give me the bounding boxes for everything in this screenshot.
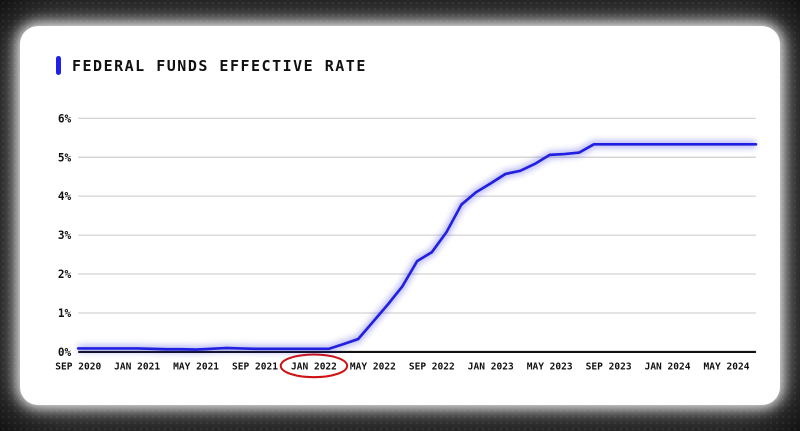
rate-line-glow bbox=[78, 140, 756, 354]
y-tick-label: 2% bbox=[58, 268, 72, 281]
x-tick-label: JAN 2021 bbox=[114, 361, 160, 372]
line-chart-svg: 0% 1% 2% 3% 4% 5% 6% SEP 2020 JAN 2021 MAY 2021 SE… bbox=[55, 112, 758, 379]
y-tick-label: 1% bbox=[58, 307, 72, 320]
x-tick-label: SEP 2021 bbox=[232, 361, 278, 372]
y-tick-label: 6% bbox=[58, 112, 72, 125]
x-tick-label: MAY 2022 bbox=[350, 361, 396, 372]
x-tick-label: JAN 2023 bbox=[468, 361, 514, 372]
y-tick-label: 5% bbox=[58, 151, 72, 164]
chart-title: FEDERAL FUNDS EFFECTIVE RATE bbox=[72, 56, 367, 75]
x-tick-label: SEP 2023 bbox=[586, 361, 632, 372]
x-tick-label: JAN 2024 bbox=[645, 361, 691, 372]
y-tick-label: 0% bbox=[58, 346, 72, 359]
legend-marker-bar bbox=[56, 56, 61, 75]
x-tick-label: SEP 2020 bbox=[55, 361, 101, 372]
x-tick-label: MAY 2023 bbox=[527, 361, 573, 372]
chart-area: 0% 1% 2% 3% 4% 5% 6% SEP 2020 JAN 2021 MAY 2021 SE… bbox=[38, 110, 764, 389]
rate-line bbox=[76, 142, 758, 351]
x-tick-label: MAY 2024 bbox=[704, 361, 750, 372]
x-tick-label: SEP 2022 bbox=[409, 361, 455, 372]
y-tick-label: 4% bbox=[58, 190, 72, 203]
x-tick-label: JAN 2022 bbox=[291, 361, 337, 372]
chart-legend: FEDERAL FUNDS EFFECTIVE RATE bbox=[56, 56, 367, 75]
annotation-ellipse bbox=[279, 353, 349, 379]
x-tick-label: MAY 2021 bbox=[173, 361, 219, 372]
y-tick-label: 3% bbox=[58, 229, 72, 242]
chart-card: FEDERAL FUNDS EFFECTIVE RATE 0% 1% 2% 3% 4% 5… bbox=[20, 26, 780, 405]
